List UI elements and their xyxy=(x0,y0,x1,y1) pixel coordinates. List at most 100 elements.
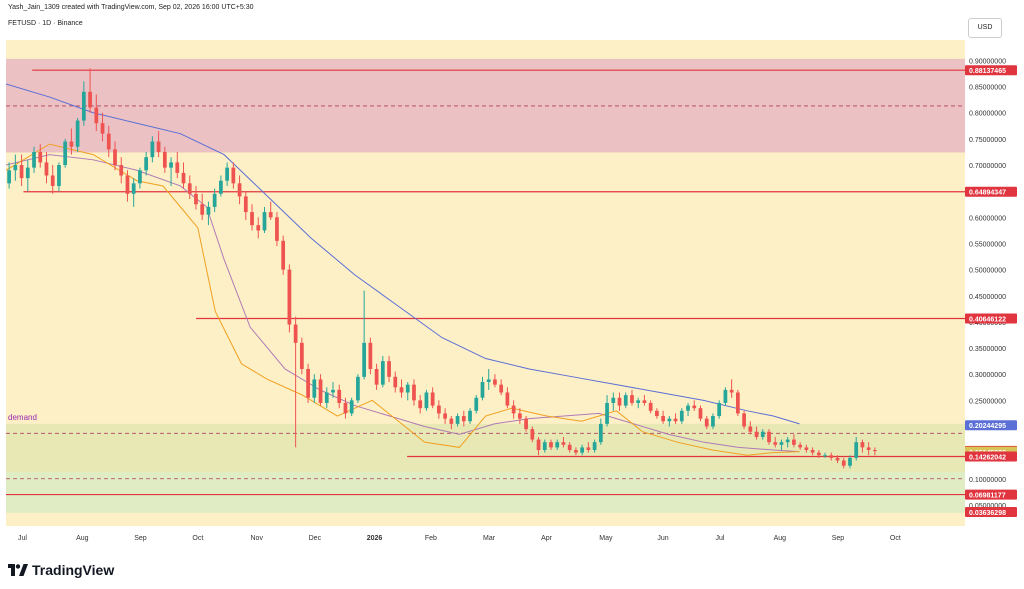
candle-body xyxy=(636,400,641,403)
candle-body xyxy=(287,269,292,325)
candle-body xyxy=(250,212,254,226)
y-tick-label: 0.35000000 xyxy=(969,346,1006,353)
candle-body xyxy=(324,392,329,403)
candle-body xyxy=(841,460,846,466)
candle-body xyxy=(430,392,435,406)
price-label-bg xyxy=(965,507,1017,518)
candle-body xyxy=(387,361,391,377)
candle-body xyxy=(256,225,261,231)
y-tick-label: 0.50000000 xyxy=(969,268,1006,275)
candle-body xyxy=(44,162,49,176)
candle-body xyxy=(268,212,273,218)
candle-body xyxy=(829,455,834,458)
price-chart[interactable]: demand xyxy=(6,40,965,526)
candle-body xyxy=(362,342,367,377)
candle-body xyxy=(50,175,55,186)
candle-body xyxy=(623,395,628,406)
time-axis[interactable]: Jul Aug Sep Oct Nov Dec 2026 Feb Mar Apr May Jun Jul… xyxy=(6,526,965,548)
candle-body xyxy=(243,196,248,213)
candle-body xyxy=(75,120,80,147)
price-label-bg xyxy=(965,313,1017,324)
candle-body xyxy=(605,402,609,424)
candle-body xyxy=(162,151,167,168)
candle-body xyxy=(25,167,30,179)
candle-body xyxy=(561,442,566,445)
candle-body xyxy=(493,379,497,385)
candle-body xyxy=(711,416,715,427)
price-label: 0.06981177 xyxy=(969,493,1006,500)
candle-body xyxy=(63,141,68,166)
price-label-bg xyxy=(965,65,1017,76)
y-tick-label: 0.70000000 xyxy=(969,163,1006,170)
candle-body xyxy=(150,141,155,158)
brand-name: TradingView xyxy=(32,562,115,578)
candle-body xyxy=(848,457,852,466)
x-tick-label: Aug xyxy=(774,535,787,542)
price-label: 0.14262042 xyxy=(969,454,1006,461)
candle-body xyxy=(773,442,778,445)
candle-body xyxy=(399,387,404,393)
candle-body xyxy=(798,444,803,448)
candle-body xyxy=(661,416,665,422)
price-label: 0.03636298 xyxy=(969,510,1006,517)
candle-body xyxy=(611,397,616,403)
candle-body xyxy=(437,405,441,414)
candle-body xyxy=(754,431,759,437)
x-tick-label: 2026 xyxy=(367,535,383,542)
x-tick-label: Jun xyxy=(657,535,668,542)
candle-body xyxy=(231,167,236,184)
candle-body xyxy=(592,442,597,451)
candle-body xyxy=(574,450,578,453)
candle-body xyxy=(717,402,722,417)
candle-body xyxy=(729,389,734,393)
ma-purple-line xyxy=(6,154,800,453)
x-tick-label: Feb xyxy=(425,535,437,542)
price-label-bg xyxy=(965,451,1017,462)
candle-body xyxy=(144,157,149,171)
candle-body xyxy=(225,167,229,181)
candle-body xyxy=(679,410,684,422)
price-label: 0.88137465 xyxy=(969,68,1006,75)
candle-body xyxy=(792,439,796,445)
candle-body xyxy=(293,324,298,343)
plot-area[interactable]: demand xyxy=(6,40,965,526)
candle-body xyxy=(374,368,379,385)
candle-body xyxy=(536,439,541,451)
candle-body xyxy=(206,206,211,215)
candle-body xyxy=(517,413,522,419)
candle-body xyxy=(854,442,859,458)
y-tick-label: 0.30000000 xyxy=(969,372,1006,379)
candle-body xyxy=(281,240,286,270)
candle-body xyxy=(461,416,466,422)
ma-orange-line xyxy=(6,143,800,456)
zone-demand xyxy=(6,423,965,472)
candle-body xyxy=(767,431,771,443)
candle-body xyxy=(549,442,553,448)
candle-body xyxy=(505,392,510,406)
candle-body xyxy=(480,382,485,398)
candle-body xyxy=(630,395,634,403)
price-label-bg xyxy=(965,186,1017,197)
candle-body xyxy=(449,418,454,424)
price-axis[interactable]: 0.90000000 0.85000000 0.80000000 0.75000000… xyxy=(965,40,1017,526)
x-tick-label: Oct xyxy=(192,535,203,542)
candle-body xyxy=(424,392,429,409)
candle-body xyxy=(119,165,124,176)
candle-body xyxy=(318,379,323,403)
candle-body xyxy=(723,389,728,403)
tradingview-logo: TradingView xyxy=(8,562,114,578)
candle-body xyxy=(169,162,173,168)
y-tick-label: 0.10000000 xyxy=(969,477,1006,484)
candle-body xyxy=(69,141,74,147)
candle-body xyxy=(667,418,672,422)
currency-button[interactable]: USD xyxy=(968,18,1002,38)
candle-body xyxy=(648,402,653,411)
x-tick-label: Jul xyxy=(18,535,27,542)
candle-body xyxy=(343,402,348,414)
x-tick-label: Apr xyxy=(541,535,553,542)
candle-body xyxy=(873,450,877,452)
x-tick-label: Nov xyxy=(251,535,264,542)
candle-body xyxy=(368,342,373,369)
candle-body xyxy=(113,149,117,166)
y-tick-label: 0.45000000 xyxy=(969,294,1006,301)
